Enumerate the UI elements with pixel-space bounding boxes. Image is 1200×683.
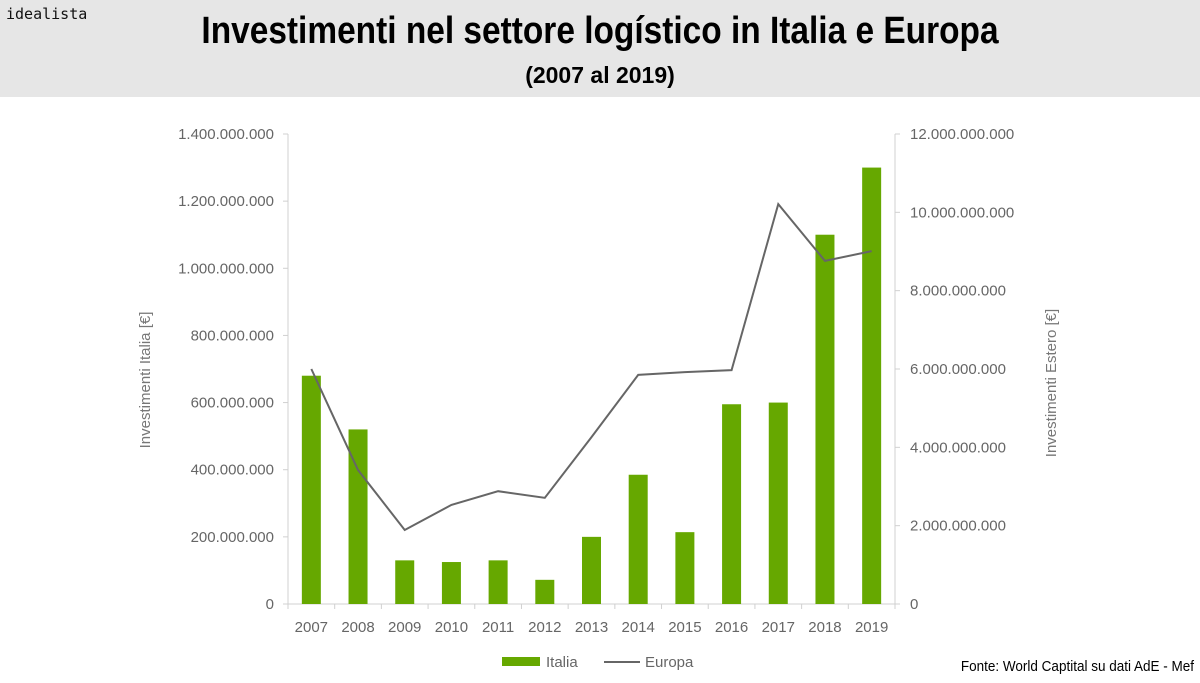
bar-italia-2012 — [535, 579, 555, 604]
bar-italia-2013 — [582, 536, 601, 604]
y-tick-label: 1.400.000.000 — [178, 126, 274, 143]
legend: Italia Europa — [502, 654, 694, 671]
y2-tick-label: 8.000.000.000 — [910, 283, 1006, 300]
x-tick-label: 2016 — [715, 619, 748, 636]
y-axis-label: Investimenti Italia [€] — [137, 312, 154, 449]
x-tick-label: 2013 — [575, 619, 608, 636]
y2-tick-label: 10.000.000.000 — [910, 204, 1014, 221]
bar-italia-2010 — [441, 562, 461, 604]
bar-italia-2018 — [815, 234, 835, 604]
y-tick-label: 1.000.000.000 — [178, 260, 274, 277]
y-tick-label: 400.000.000 — [191, 462, 274, 479]
x-tick-label: 2007 — [295, 619, 328, 636]
x-tick-label: 2011 — [482, 619, 514, 636]
y-tick-label: 800.000.000 — [191, 327, 274, 344]
y2-tick-label: 2.000.000.000 — [910, 518, 1006, 535]
bar-italia-2017 — [768, 402, 788, 604]
bar-italia-2015 — [675, 532, 695, 604]
y2-tick-label: 6.000.000.000 — [910, 361, 1006, 378]
legend-label-italia: Italia — [546, 654, 578, 671]
bar-italia-2007 — [301, 375, 321, 604]
y2-tick-label: 0 — [910, 596, 918, 613]
x-tick-label: 2019 — [855, 619, 888, 636]
y-tick-label: 200.000.000 — [191, 529, 274, 546]
legend-label-europa: Europa — [645, 654, 694, 671]
x-tick-label: 2009 — [388, 619, 421, 636]
x-tick-label: 2012 — [528, 619, 561, 636]
y-tick-label: 600.000.000 — [191, 395, 274, 412]
y2-axis-label: Investimenti Estero [€] — [1043, 309, 1060, 457]
bar-italia-2016 — [722, 404, 742, 604]
bar-italia-2019 — [862, 167, 882, 605]
chart-subtitle: (2007 al 2019) — [525, 62, 675, 88]
source-note: Fonte: World Captital su dati AdE - Mef — [960, 658, 1194, 675]
y2-tick-label: 12.000.000.000 — [910, 126, 1014, 143]
x-tick-label: 2018 — [808, 619, 841, 636]
x-tick-label: 2008 — [341, 619, 374, 636]
x-tick-label: 2010 — [435, 619, 468, 636]
y2-tick-label: 4.000.000.000 — [910, 439, 1006, 456]
idealista-logo: idealista — [6, 5, 88, 23]
legend-swatch-italia — [502, 657, 540, 666]
bar-italia-2009 — [395, 560, 415, 604]
bar-italia-2011 — [488, 560, 508, 604]
bar-italia-2014 — [628, 474, 648, 604]
y-tick-label: 0 — [266, 596, 274, 613]
bar-italia-2008 — [348, 429, 368, 604]
x-tick-label: 2014 — [622, 619, 655, 636]
x-tick-label: 2015 — [668, 619, 701, 636]
header-band: idealista Investimenti nel settore logís… — [0, 0, 1200, 97]
chart-title: Investimenti nel settore logístico in It… — [201, 10, 999, 52]
x-tick-label: 2017 — [762, 619, 795, 636]
y-tick-label: 1.200.000.000 — [178, 193, 274, 210]
